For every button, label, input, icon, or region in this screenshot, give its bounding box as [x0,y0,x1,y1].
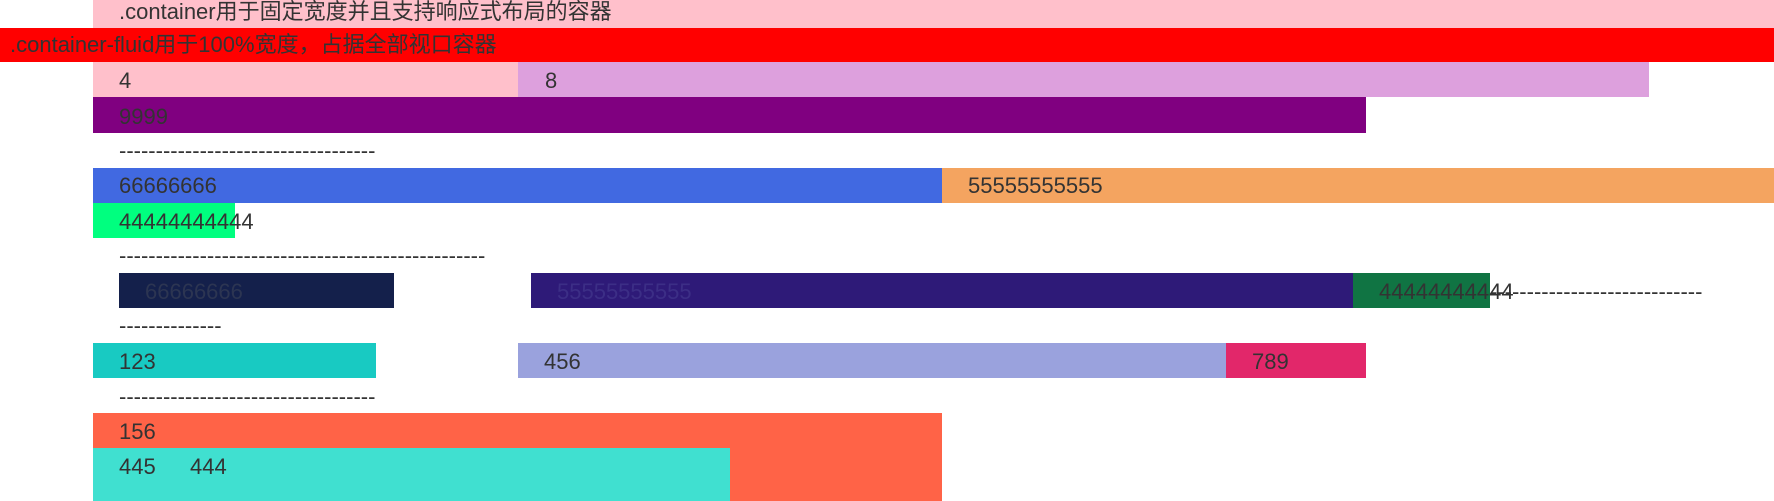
divider-line-3: ----------------------------- [1490,279,1703,304]
container-label: .container用于固定宽度并且支持响应式布局的容器 [119,0,612,24]
col-cell-156-label: 156 [119,419,156,444]
divider-line-5: ----------------------------------- [119,384,376,409]
divider-line-2: ----------------------------------------… [119,243,486,268]
container-fluid-block [0,28,1774,62]
col-cell-66666666-b [119,273,394,308]
col-cell-9999-label: 9999 [119,104,168,129]
col-cell-55555555555-b [531,273,1353,308]
col-cell-8-label: 8 [545,68,558,93]
col-cell-8 [518,62,1649,97]
col-cell-4 [93,62,518,97]
col-cell-55555555555-a [942,168,1774,203]
nested-col-cell-445-label: 445 [119,454,156,479]
col-cell-123 [93,343,376,378]
col-cell-55555555555-a-label: 55555555555 [968,173,1103,198]
container-block [93,0,1774,28]
col-cell-44444444444-a-label: 44444444444 [119,209,254,234]
col-cell-66666666-b-label: 66666666 [145,279,243,304]
col-cell-4-label: 4 [119,68,132,93]
divider-line-1: ----------------------------------- [119,138,376,163]
col-cell-44444444444-b-label: 44444444444 [1379,279,1514,304]
col-cell-123-label: 123 [119,349,156,374]
col-cell-456-label: 456 [544,349,581,374]
col-cell-789-label: 789 [1252,349,1289,374]
col-cell-66666666-a [93,168,942,203]
col-cell-456 [518,343,1226,378]
divider-line-4: -------------- [119,313,222,338]
col-cell-44444444444-a [93,203,235,238]
col-cell-66666666-a-label: 66666666 [119,173,217,198]
nested-col-cell-445 [93,448,730,501]
container-fluid-label: .container-fluid用于100%宽度，占据全部视口容器 [10,32,497,57]
col-cell-789 [1226,343,1366,378]
col-cell-9999 [93,97,1366,133]
nested-col-cell-444-label: 444 [190,454,227,479]
col-cell-55555555555-b-label: 55555555555 [557,279,692,304]
col-cell-44444444444-b [1353,273,1490,308]
